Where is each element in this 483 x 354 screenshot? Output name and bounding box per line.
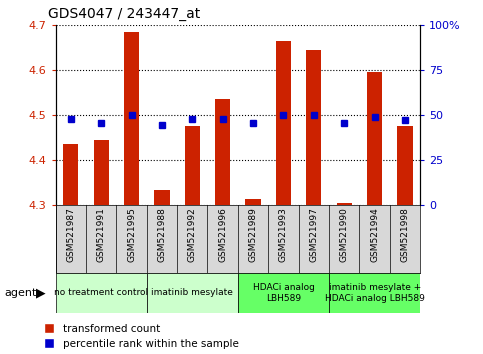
Text: GSM521992: GSM521992 bbox=[188, 207, 197, 262]
Text: GSM521991: GSM521991 bbox=[97, 207, 106, 262]
Text: GSM521989: GSM521989 bbox=[249, 207, 257, 262]
Bar bbox=[245, 199, 261, 205]
Text: imatinib mesylate +
HDACi analog LBH589: imatinib mesylate + HDACi analog LBH589 bbox=[325, 283, 425, 303]
Text: GSM521994: GSM521994 bbox=[370, 207, 379, 262]
Text: GSM521988: GSM521988 bbox=[157, 207, 167, 262]
Bar bbox=[337, 203, 352, 205]
Text: agent: agent bbox=[5, 288, 37, 298]
Bar bbox=[185, 126, 200, 205]
Text: GSM521996: GSM521996 bbox=[218, 207, 227, 262]
Text: GSM521997: GSM521997 bbox=[309, 207, 318, 262]
Text: GDS4047 / 243447_at: GDS4047 / 243447_at bbox=[48, 7, 200, 21]
Bar bbox=[63, 144, 78, 205]
Bar bbox=[306, 50, 322, 205]
Bar bbox=[154, 189, 170, 205]
Bar bbox=[147, 273, 238, 313]
Text: GSM521998: GSM521998 bbox=[400, 207, 410, 262]
Text: GSM521987: GSM521987 bbox=[66, 207, 75, 262]
Bar bbox=[215, 99, 230, 205]
Bar bbox=[276, 41, 291, 205]
Bar bbox=[329, 273, 420, 313]
Text: ▶: ▶ bbox=[36, 286, 46, 299]
Text: imatinib mesylate: imatinib mesylate bbox=[151, 289, 233, 297]
Bar bbox=[124, 32, 139, 205]
Text: HDACi analog
LBH589: HDACi analog LBH589 bbox=[253, 283, 314, 303]
Bar bbox=[398, 126, 412, 205]
Bar bbox=[56, 273, 147, 313]
Text: GSM521995: GSM521995 bbox=[127, 207, 136, 262]
Bar bbox=[94, 140, 109, 205]
Legend: transformed count, percentile rank within the sample: transformed count, percentile rank withi… bbox=[44, 324, 239, 349]
Bar bbox=[238, 273, 329, 313]
Bar bbox=[367, 72, 382, 205]
Text: no treatment control: no treatment control bbox=[54, 289, 148, 297]
Text: GSM521990: GSM521990 bbox=[340, 207, 349, 262]
Text: GSM521993: GSM521993 bbox=[279, 207, 288, 262]
